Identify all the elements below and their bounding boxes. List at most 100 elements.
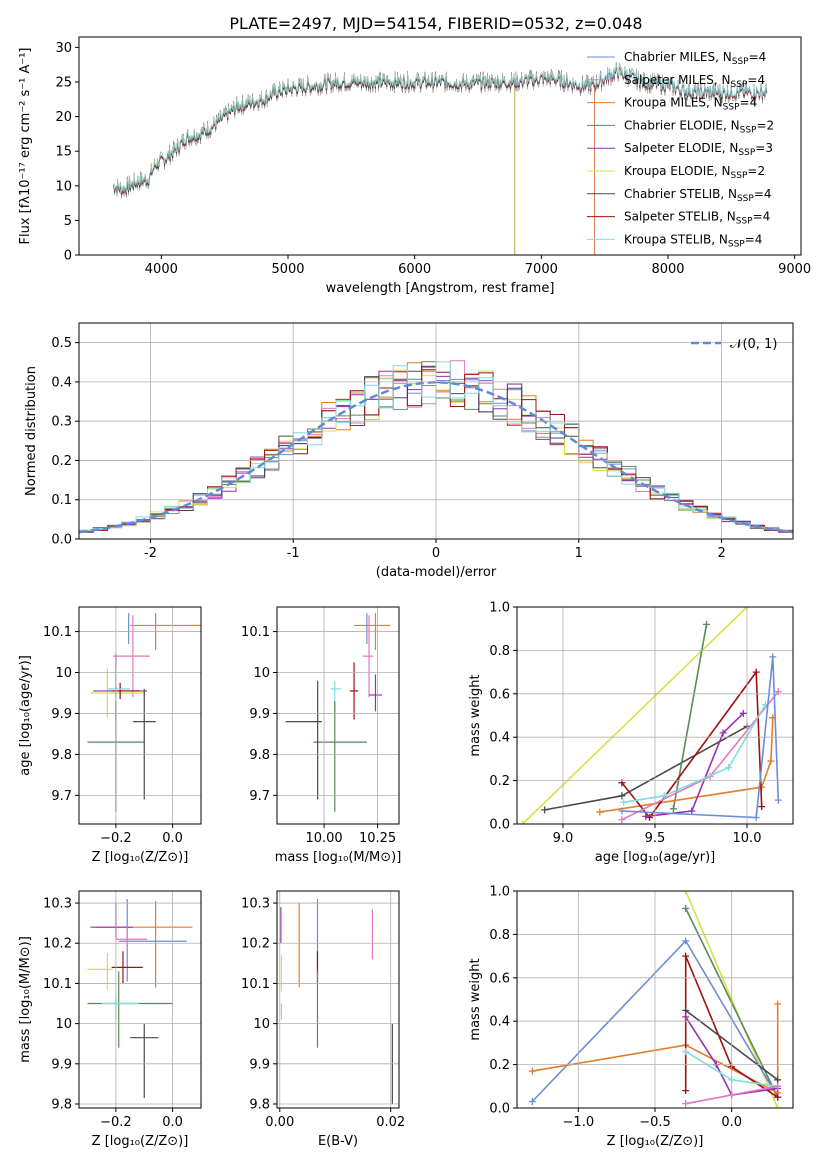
x-tick-label: 7000 [525, 262, 558, 277]
x-axis-label: mass [log₁₀(M/M⊙)] [275, 850, 402, 865]
y-axis-label: Flux [fλ10⁻¹⁷ erg cm⁻² s⁻¹ A⁻¹] [18, 48, 33, 245]
y-tick-label: 0.1 [51, 493, 72, 508]
y-tick-label: 1.0 [489, 885, 510, 900]
axes-frame [276, 890, 400, 1109]
y-tick-label: 20 [55, 110, 72, 125]
y-tick-label: 10.2 [43, 937, 72, 952]
weight-marker [769, 653, 777, 661]
y-tick-label: 9.8 [249, 748, 270, 763]
weight-marker [541, 806, 549, 814]
x-tick-label: 10.25 [359, 831, 396, 846]
y-tick-label: 9.8 [249, 1097, 270, 1112]
y-axis-label: age [log₁₀(age/yr)] [18, 655, 33, 776]
legend-subscript: SSP [738, 148, 755, 158]
plot-area [87, 899, 193, 1098]
weight-marker [774, 1082, 782, 1090]
weight-marker [752, 813, 760, 821]
panel-age_vs_z: −0.2 0.0 9.7 9.8 9.9 10 10.1 Z [log₁₀(Z/Z⊙)] age… [18, 606, 202, 865]
x-axis-label: wavelength [Angstrom, rest frame] [326, 281, 555, 296]
legend-suffix: =4 [753, 210, 771, 224]
weight-marker [645, 813, 653, 821]
legend-subscript: SSP [731, 171, 748, 181]
y-tick-label: 15 [55, 145, 72, 160]
x-axis-label: (data-model)/error [376, 565, 497, 580]
y-tick-label: 5 [64, 214, 72, 229]
legend-suffix: =2 [747, 164, 765, 178]
weight-marker [660, 792, 668, 800]
weight-line [621, 691, 779, 821]
panel-residuals: -2 -1 0 1 2 0.0 0.1 0.2 0.3 0.4 0.5 (data-model)/er… [24, 322, 794, 580]
model-spectrum [112, 74, 595, 255]
weight-marker [682, 1006, 690, 1014]
x-tick-label: 0.00 [265, 1115, 294, 1130]
axes-frame [276, 606, 400, 825]
plot-area [285, 613, 391, 812]
y-tick-label: 9.7 [249, 789, 270, 804]
y-tick-label: 30 [55, 41, 72, 56]
model-spectrum [112, 64, 768, 194]
y-tick-label: 0.4 [489, 1015, 510, 1030]
y-axis-label: Normed distribution [24, 366, 39, 496]
weight-marker [703, 620, 711, 628]
legend-suffix: =2 [756, 118, 774, 132]
weight-marker [719, 729, 727, 737]
legend-label: Salpeter MILES, NSSP=4 [624, 73, 765, 90]
y-tick-label: 0.2 [489, 1058, 510, 1073]
y-tick-label: 0.2 [489, 774, 510, 789]
y-tick-label: 1.0 [489, 601, 510, 616]
weight-marker [528, 1097, 536, 1105]
weight-line [599, 717, 774, 813]
weight-marker [774, 796, 782, 804]
y-tick-label: 0.8 [489, 928, 510, 943]
weight-marker [669, 805, 677, 813]
y-tick-label: 10.1 [241, 625, 270, 640]
x-tick-label: 0.0 [162, 1115, 183, 1130]
axes-frame [516, 606, 794, 825]
plot-area [519, 607, 782, 824]
y-tick-label: 0.3 [51, 415, 72, 430]
weight-marker [618, 792, 626, 800]
legend-subscript: SSP [736, 217, 753, 227]
legend-label: Salpeter ELODIE, NSSP=3 [624, 141, 773, 158]
x-tick-label: 5000 [271, 262, 304, 277]
legend-label: Kroupa ELODIE, NSSP=2 [624, 164, 765, 181]
y-tick-label: 10 [55, 1017, 72, 1032]
weight-marker [774, 1000, 782, 1008]
legend-label: Chabrier STELIB, NSSP=4 [624, 187, 772, 204]
weight-marker [774, 1104, 782, 1108]
weight-marker [682, 1048, 690, 1056]
panel-mass_vs_z: −0.2 0.0 9.8 9.9 10 10.1 10.2 10.3 Z [log₁₀(Z/Z⊙… [18, 890, 202, 1149]
x-tick-label: −1.0 [563, 1115, 595, 1130]
y-tick-label: 0.4 [489, 731, 510, 746]
weight-marker [682, 1100, 690, 1108]
y-tick-label: 10 [55, 179, 72, 194]
x-tick-label: -1 [287, 546, 300, 561]
x-tick-label: 9.5 [645, 831, 666, 846]
legend-suffix: =4 [754, 187, 772, 201]
x-tick-label: 10.0 [733, 831, 762, 846]
figure-title: PLATE=2497, MJD=54154, FIBERID=0532, z=0… [229, 14, 642, 33]
y-tick-label: 0.8 [489, 644, 510, 659]
x-tick-label: 0.0 [721, 1115, 742, 1130]
y-axis-label: mass weight [468, 674, 483, 756]
y-tick-label: 0 [64, 249, 72, 264]
legend-subscript: SSP [737, 194, 754, 204]
y-axis-label: mass [log₁₀(M/M⊙)] [18, 936, 33, 1063]
x-tick-label: 9.0 [553, 831, 574, 846]
x-tick-label: −0.5 [639, 1115, 671, 1130]
y-tick-label: 0.6 [489, 971, 510, 986]
legend-suffix: =4 [749, 50, 767, 64]
plot-area [112, 62, 768, 255]
weight-marker [596, 808, 604, 816]
legend-subscript: SSP [731, 80, 748, 90]
weight-marker [739, 709, 747, 717]
y-tick-label: 10.1 [241, 977, 270, 992]
legend-label: Chabrier ELODIE, NSSP=2 [624, 118, 774, 135]
weight-marker [618, 807, 626, 815]
legend-subscript: SSP [728, 239, 745, 249]
y-tick-label: 9.9 [249, 1057, 270, 1072]
x-tick-label: 0.02 [376, 1115, 405, 1130]
axes-frame [516, 890, 794, 1109]
y-tick-label: 0.0 [489, 1102, 510, 1117]
x-tick-label: 10.00 [305, 831, 342, 846]
